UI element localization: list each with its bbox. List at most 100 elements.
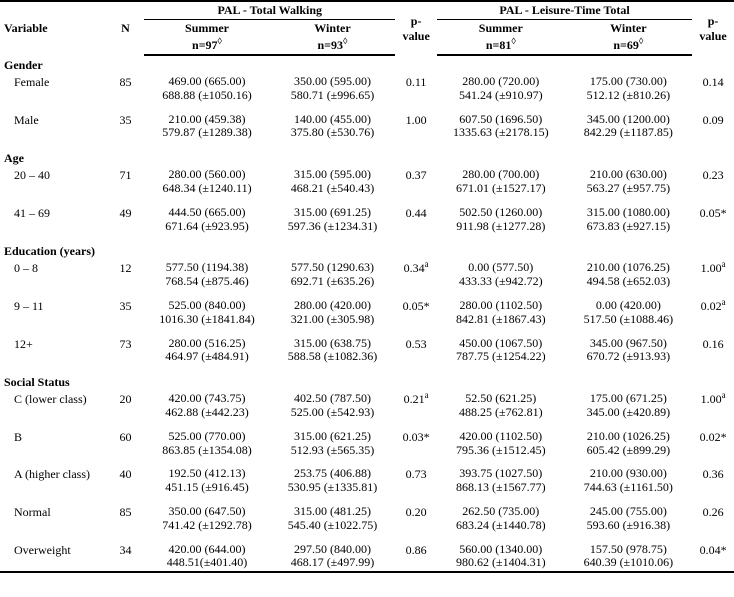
walk-summer: 420.00 (644.00)448.51(±401.40) (144, 542, 269, 573)
col-group-leisure: PAL - Leisure-Time Total (437, 1, 692, 20)
table-body: GenderFemale 85 469.00 (665.00)688.88 (±10… (0, 55, 734, 572)
leisure-summer: 393.75 (1027.50)868.13 (±1567.77) (437, 466, 565, 496)
row-n: 20 (107, 391, 145, 421)
walk-winter: 297.50 (840.00)468.17 (±497.99) (270, 542, 395, 573)
row-n: 40 (107, 466, 145, 496)
walk-winter: 577.50 (1290.63)692.71 (±635.26) (270, 260, 395, 290)
row-label: C (lower class) (0, 391, 107, 421)
walk-summer: 280.00 (516.25)464.97 (±484.91) (144, 336, 269, 366)
p-top: p- (708, 14, 719, 28)
p1: 0.86 (395, 542, 437, 573)
p1: 0.03* (395, 429, 437, 459)
walk-summer: 192.50 (412.13)451.15 (±916.45) (144, 466, 269, 496)
walk-winter: 315.00 (595.00)468.21 (±540.43) (270, 167, 395, 197)
leisure-summer: 262.50 (735.00)683.24 (±1440.78) (437, 504, 565, 534)
p1: 0.21a (395, 391, 437, 421)
walk-winter: 253.75 (406.88)530.95 (±1335.81) (270, 466, 395, 496)
pal-table: Variable N PAL - Total Walking p-value P… (0, 0, 734, 573)
walk-summer: 469.00 (665.00)688.88 (±1050.16) (144, 74, 269, 104)
p2: 1.00a (692, 260, 734, 290)
walk-summer: 525.00 (770.00)863.85 (±1354.08) (144, 429, 269, 459)
p2: 0.02* (692, 429, 734, 459)
row-label: Overweight (0, 542, 107, 573)
leisure-winter: 175.00 (730.00)512.12 (±810.26) (565, 74, 693, 104)
p-bot: value (699, 29, 726, 43)
row-label: 9 – 11 (0, 298, 107, 328)
section-title: Gender (0, 55, 734, 74)
walk-winter: 315.00 (691.25)597.36 (±1234.31) (270, 205, 395, 235)
walk-summer: 280.00 (560.00)648.34 (±1240.11) (144, 167, 269, 197)
leisure-summer: 280.00 (1102.50)842.81 (±1867.43) (437, 298, 565, 328)
row-n: 60 (107, 429, 145, 459)
walk-summer: 577.50 (1194.38)768.54 (±875.46) (144, 260, 269, 290)
row-n: 85 (107, 504, 145, 534)
leisure-summer: 607.50 (1696.50)1335.63 (±2178.15) (437, 112, 565, 142)
row-label: A (higher class) (0, 466, 107, 496)
leisure-winter: 210.00 (630.00)563.27 (±957.75) (565, 167, 693, 197)
p2: 0.16 (692, 336, 734, 366)
leisure-winter: 210.00 (1076.25)494.58 (±652.03) (565, 260, 693, 290)
leisure-winter: 315.00 (1080.00)673.83 (±927.15) (565, 205, 693, 235)
col-walk-summer-n: n=97◊ (144, 37, 269, 55)
p2: 0.02a (692, 298, 734, 328)
col-leisure-winter: Winter (565, 20, 693, 38)
p2: 0.09 (692, 112, 734, 142)
p2: 0.26 (692, 504, 734, 534)
col-variable: Variable (0, 1, 107, 55)
p-bot: value (402, 29, 429, 43)
p1: 0.37 (395, 167, 437, 197)
p2: 0.23 (692, 167, 734, 197)
leisure-winter: 157.50 (978.75)640.39 (±1010.06) (565, 542, 693, 573)
p2: 0.05* (692, 205, 734, 235)
row-label: 20 – 40 (0, 167, 107, 197)
walk-summer: 420.00 (743.75)462.88 (±442.23) (144, 391, 269, 421)
p1: 0.11 (395, 74, 437, 104)
col-walk-summer: Summer (144, 20, 269, 38)
leisure-summer: 420.00 (1102.50)795.36 (±1512.45) (437, 429, 565, 459)
p1: 1.00 (395, 112, 437, 142)
row-label: Normal (0, 504, 107, 534)
row-n: 35 (107, 112, 145, 142)
section-title: Age (0, 149, 734, 167)
col-n: N (107, 1, 145, 55)
walk-winter: 315.00 (638.75)588.58 (±1082.36) (270, 336, 395, 366)
section-title: Social Status (0, 373, 734, 391)
col-walk-winter-n: n=93◊ (270, 37, 395, 55)
row-n: 12 (107, 260, 145, 290)
p1: 0.53 (395, 336, 437, 366)
p1: 0.44 (395, 205, 437, 235)
p1: 0.73 (395, 466, 437, 496)
row-n: 73 (107, 336, 145, 366)
walk-summer: 350.00 (647.50)741.42 (±1292.78) (144, 504, 269, 534)
leisure-summer: 502.50 (1260.00)911.98 (±1277.28) (437, 205, 565, 235)
walk-winter: 280.00 (420.00)321.00 (±305.98) (270, 298, 395, 328)
col-leisure-summer: Summer (437, 20, 565, 38)
leisure-summer: 280.00 (720.00)541.24 (±910.97) (437, 74, 565, 104)
leisure-summer: 280.00 (700.00)671.01 (±1527.17) (437, 167, 565, 197)
col-leisure-summer-n: n=81◊ (437, 37, 565, 55)
leisure-summer: 52.50 (621.25)488.25 (±762.81) (437, 391, 565, 421)
row-label: 0 – 8 (0, 260, 107, 290)
walk-winter: 315.00 (621.25)512.93 (±565.35) (270, 429, 395, 459)
row-label: B (0, 429, 107, 459)
table-header: Variable N PAL - Total Walking p-value P… (0, 1, 734, 55)
row-label: 41 – 69 (0, 205, 107, 235)
leisure-winter: 245.00 (755.00)593.60 (±916.38) (565, 504, 693, 534)
p1: 0.34a (395, 260, 437, 290)
leisure-summer: 560.00 (1340.00)980.62 (±1404.31) (437, 542, 565, 573)
walk-winter: 140.00 (455.00)375.80 (±530.76) (270, 112, 395, 142)
row-label: Female (0, 74, 107, 104)
col-leisure-winter-n: n=69◊ (565, 37, 693, 55)
p1: 0.20 (395, 504, 437, 534)
p2: 0.14 (692, 74, 734, 104)
leisure-summer: 450.00 (1067.50)787.75 (±1254.22) (437, 336, 565, 366)
col-p1: p-value (395, 1, 437, 55)
row-n: 35 (107, 298, 145, 328)
walk-summer: 444.50 (665.00)671.64 (±923.95) (144, 205, 269, 235)
p1: 0.05* (395, 298, 437, 328)
walk-winter: 315.00 (481.25)545.40 (±1022.75) (270, 504, 395, 534)
walk-summer: 525.00 (840.00)1016.30 (±1841.84) (144, 298, 269, 328)
p2: 0.04* (692, 542, 734, 573)
leisure-winter: 175.00 (671.25)345.00 (±420.89) (565, 391, 693, 421)
leisure-winter: 345.00 (1200.00)842.29 (±1187.85) (565, 112, 693, 142)
